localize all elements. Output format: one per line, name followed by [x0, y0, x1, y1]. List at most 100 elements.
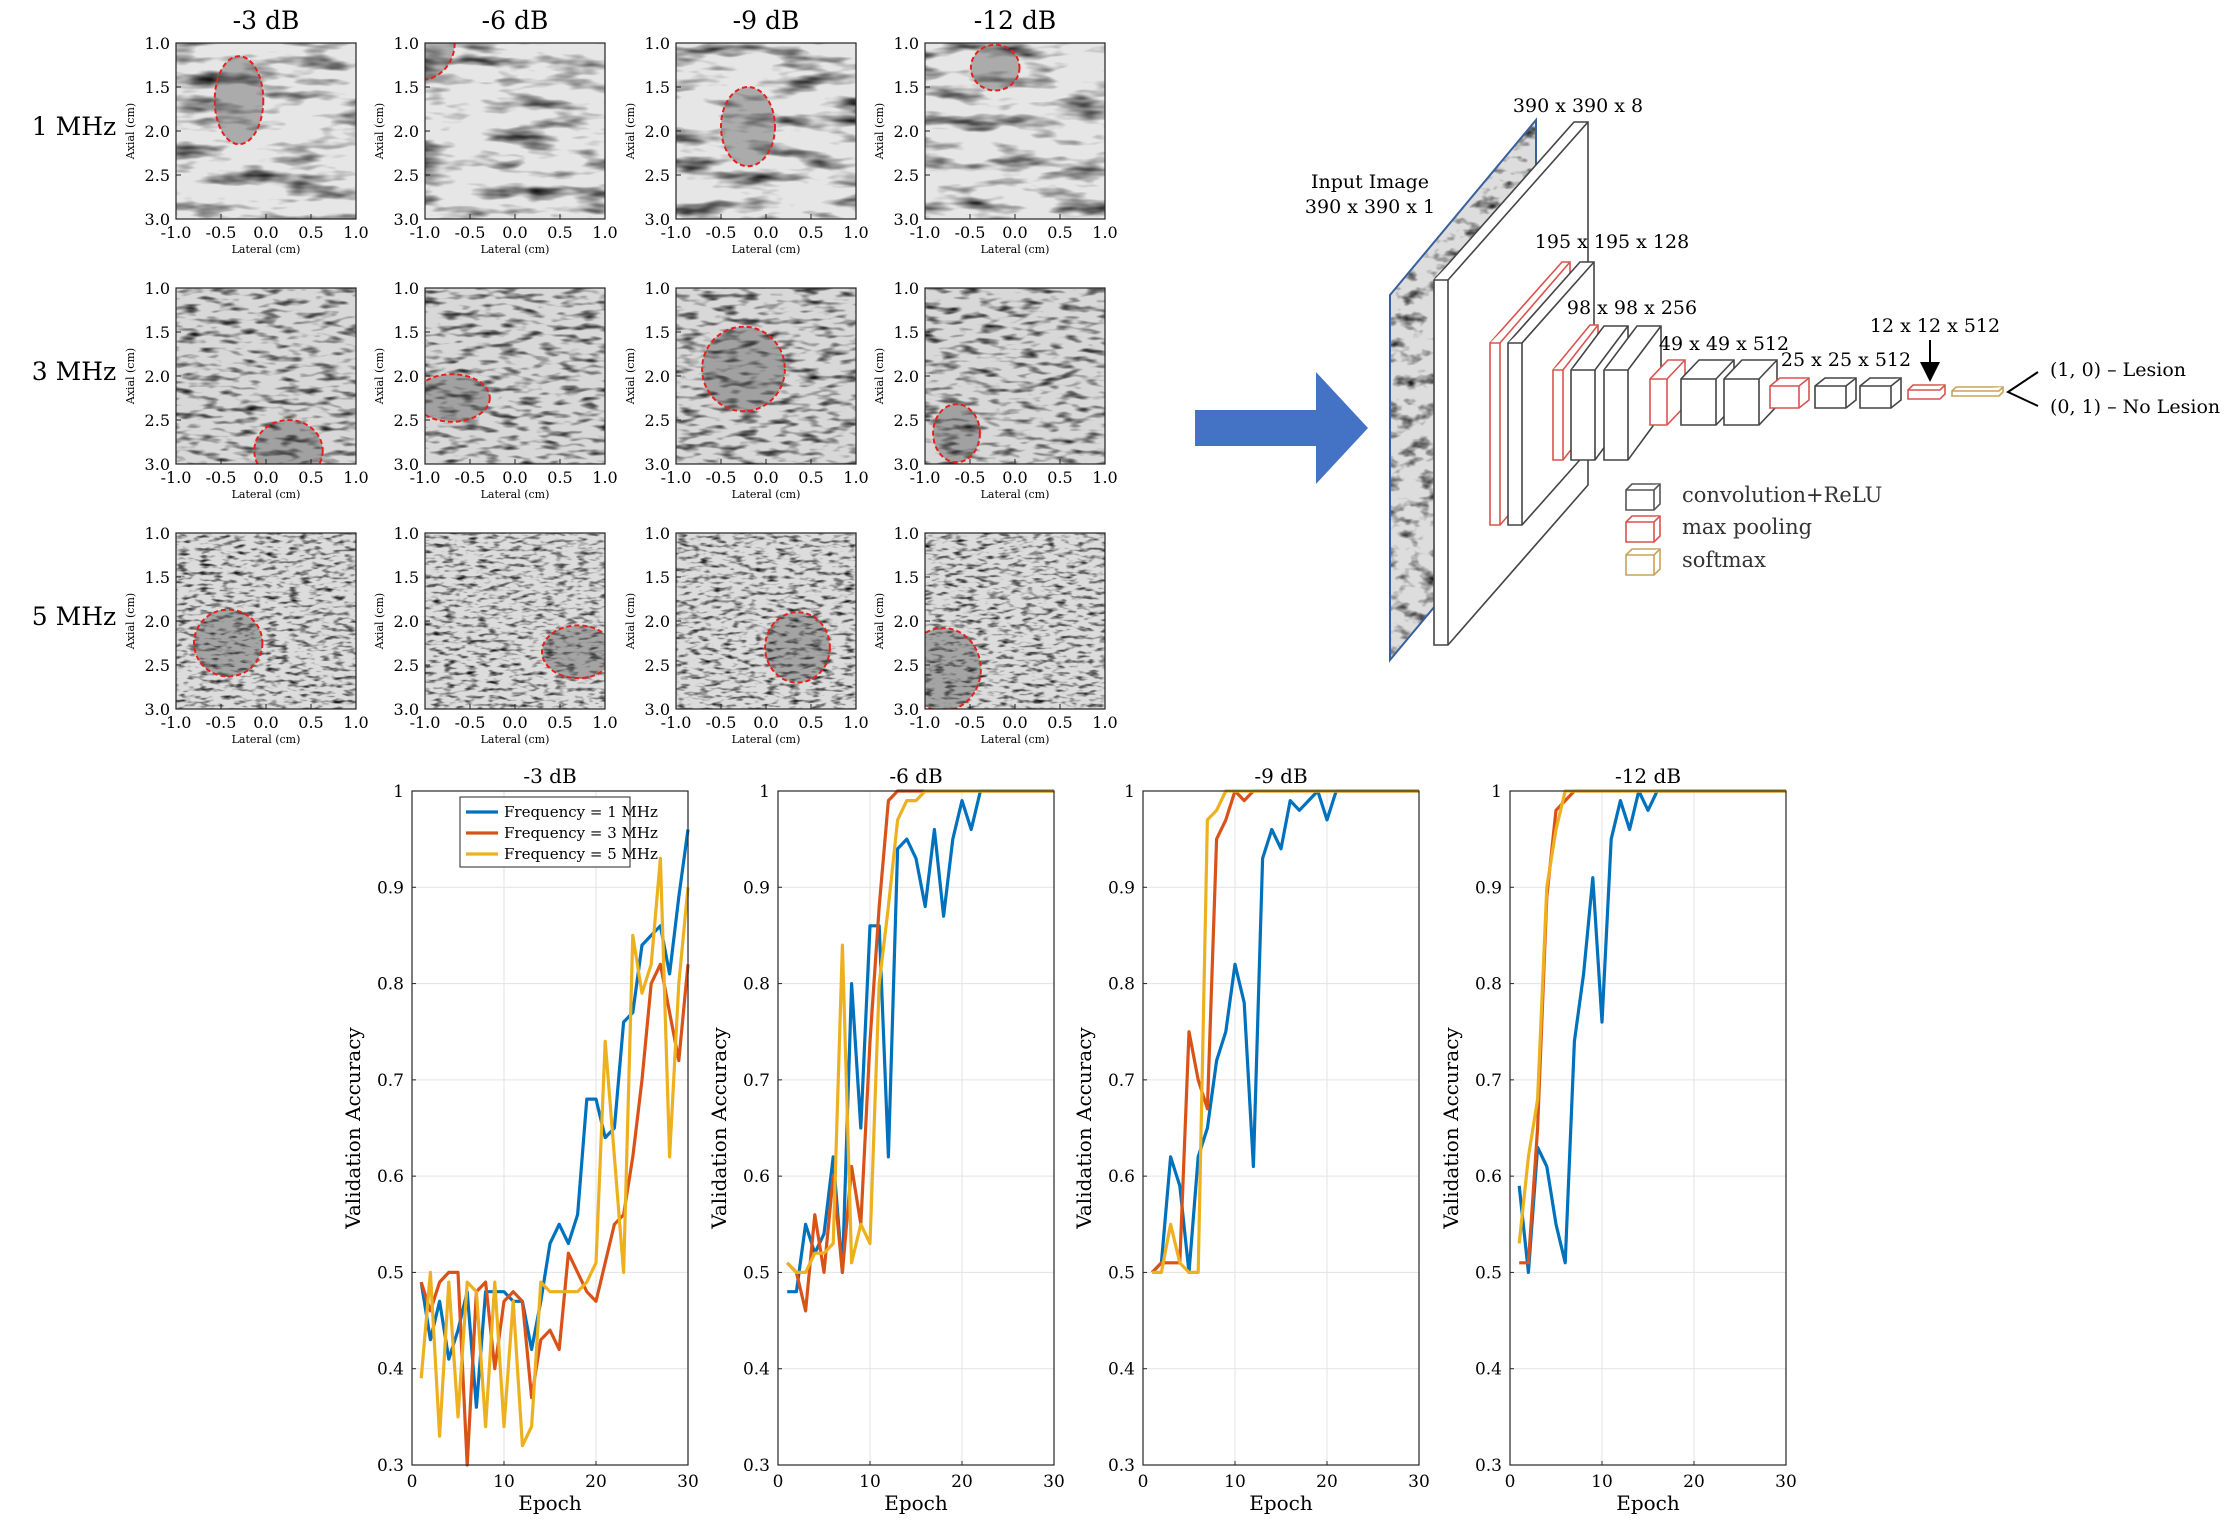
lesion-outline — [925, 627, 982, 709]
legend-entry: Frequency = 1 MHz — [504, 803, 658, 821]
y-axis-label: Validation Accuracy — [341, 1027, 365, 1230]
lesion-outline — [425, 373, 491, 423]
lateral-tick-label: -0.5 — [455, 713, 486, 732]
x-tick-label: 10 — [493, 1472, 515, 1492]
lateral-axis-label: Lateral (cm) — [981, 488, 1050, 501]
y-axis-label: Validation Accuracy — [707, 1027, 731, 1230]
axial-tick-label: 2.0 — [394, 367, 419, 386]
x-tick-label: 10 — [859, 1472, 881, 1492]
axial-tick-label: 2.5 — [145, 166, 170, 185]
lateral-tick-label: -1.0 — [410, 223, 441, 242]
y-tick-label: 0.8 — [1475, 975, 1502, 995]
lesion-region — [925, 628, 981, 709]
speckle-texture — [925, 43, 1105, 219]
lateral-tick-label: -1.0 — [410, 713, 441, 732]
axial-tick-label: 2.0 — [645, 612, 670, 631]
ultrasound-panel: 1.0 1.5 2.0 2.5 3.0-1.0 -0.5 0.0 0.5 1.0 Lateral … — [624, 524, 869, 746]
axial-tick-label: 1.5 — [394, 78, 419, 97]
axial-tick-label: 3.0 — [894, 455, 919, 474]
axial-tick-label: 2.0 — [894, 122, 919, 141]
lesion-region — [542, 625, 605, 679]
axial-tick-label: 2.0 — [645, 367, 670, 386]
lateral-axis-label: Lateral (cm) — [481, 243, 550, 256]
lateral-tick-label: -1.0 — [161, 223, 192, 242]
axial-tick-label: 2.0 — [145, 612, 170, 631]
speckle-texture — [425, 288, 605, 464]
input-caption-2: 390 x 390 x 1 — [1305, 196, 1435, 218]
x-tick-label: 10 — [1591, 1472, 1613, 1492]
speckle-texture — [425, 533, 605, 709]
x-tick-label: 30 — [1775, 1472, 1797, 1492]
ultrasound-panel: 1.0 1.5 2.0 2.5 3.0-1.0 -0.5 0.0 0.5 1.0 Lateral … — [373, 524, 618, 746]
lateral-tick-label: 0.5 — [298, 713, 323, 732]
lesion-outline — [932, 403, 981, 464]
chart-title: -6 dB — [889, 764, 942, 788]
x-tick-label: 20 — [585, 1472, 607, 1492]
axial-tick-label: 1.0 — [394, 524, 419, 543]
chart-title: -9 dB — [1254, 764, 1307, 788]
lesion-region — [933, 404, 980, 463]
accuracy-chart: 0.30.40.50.60.70.80.910 10 20 30-9 dBEpochV… — [1072, 764, 1430, 1515]
axial-axis-label: Axial (cm) — [124, 348, 137, 405]
y-tick-label: 0.3 — [1108, 1456, 1135, 1476]
lateral-axis-label: Lateral (cm) — [481, 488, 550, 501]
y-tick-label: 0.3 — [743, 1456, 770, 1476]
axial-tick-label: 2.5 — [145, 656, 170, 675]
axial-tick-label: 2.5 — [645, 411, 670, 430]
legend-label-conv: convolution+ReLU — [1682, 483, 1882, 507]
lateral-axis-label: Lateral (cm) — [232, 243, 301, 256]
lateral-tick-label: -0.5 — [455, 468, 486, 487]
y-tick-label: 0.4 — [1108, 1360, 1135, 1380]
x-tick-label: 20 — [1683, 1472, 1705, 1492]
lateral-tick-label: 0.5 — [547, 223, 572, 242]
speckle-texture — [676, 43, 856, 219]
legend-entry: Frequency = 3 MHz — [504, 824, 658, 842]
lateral-tick-label: 0.0 — [753, 223, 778, 242]
speckle-texture — [176, 533, 356, 709]
x-tick-label: 20 — [951, 1472, 973, 1492]
y-tick-label: 1 — [759, 782, 770, 802]
axial-tick-label: 1.5 — [145, 323, 170, 342]
lateral-axis-label: Lateral (cm) — [981, 243, 1050, 256]
y-tick-label: 0.5 — [377, 1263, 404, 1283]
conv-block-5a — [1814, 377, 1857, 409]
lateral-axis-label: Lateral (cm) — [732, 243, 801, 256]
x-tick-label: 30 — [1408, 1472, 1430, 1492]
output-no-lesion: (0, 1) – No Lesion — [2050, 396, 2220, 418]
cnn-architecture-diagram: Input Image 390 x 390 x 1 390 x 390 x 8 … — [1195, 95, 2220, 663]
ultrasound-panel: 1.0 1.5 2.0 2.5 3.0-1.0 -0.5 0.0 0.5 1.0 Lateral … — [624, 34, 869, 256]
lesion-outline — [969, 43, 1021, 92]
lesion-region — [194, 609, 263, 677]
lateral-tick-label: 1.0 — [1092, 223, 1117, 242]
axial-tick-label: 1.0 — [394, 34, 419, 53]
speckle-texture — [176, 288, 356, 464]
ultrasound-panel: 1.0 1.5 2.0 2.5 3.0-1.0 -0.5 0.0 0.5 1.0 Lateral … — [873, 524, 1118, 746]
cnn-legend: convolution+ReLU max pooling softmax — [1625, 483, 1882, 576]
ultrasound-panel: 1.0 1.5 2.0 2.5 3.0-1.0 -0.5 0.0 0.5 1.0 Lateral … — [124, 34, 369, 256]
y-tick-label: 0.7 — [1475, 1071, 1502, 1091]
legend-key-softmax — [1625, 548, 1661, 576]
lesion-outline — [193, 608, 264, 678]
y-tick-label: 0.5 — [1475, 1263, 1502, 1283]
speckle-texture — [676, 533, 856, 709]
x-tick-label: 20 — [1316, 1472, 1338, 1492]
lateral-tick-label: -1.0 — [910, 468, 941, 487]
axial-tick-label: 2.0 — [145, 122, 170, 141]
speckle-texture — [925, 533, 1105, 709]
legend-key-pool — [1625, 515, 1661, 543]
y-axis-label: Validation Accuracy — [1072, 1027, 1096, 1230]
speckle-texture — [925, 288, 1105, 464]
axial-tick-label: 1.0 — [145, 279, 170, 298]
lateral-tick-label: -1.0 — [410, 468, 441, 487]
x-axis-label: Epoch — [884, 1491, 948, 1515]
axial-axis-label: Axial (cm) — [373, 103, 386, 160]
x-tick-label: 30 — [1043, 1472, 1065, 1492]
x-tick-label: 0 — [1505, 1472, 1516, 1492]
lateral-axis-label: Lateral (cm) — [232, 733, 301, 746]
axial-tick-label: 2.0 — [894, 367, 919, 386]
y-tick-label: 0.6 — [1108, 1167, 1135, 1187]
plot-area — [1143, 791, 1419, 1465]
column-title: -6 dB — [482, 6, 549, 35]
series-line-3mhz — [419, 962, 690, 1467]
